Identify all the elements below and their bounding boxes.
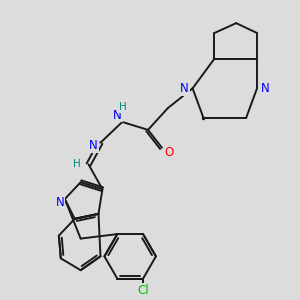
Text: N: N <box>261 82 269 95</box>
Text: O: O <box>164 146 173 159</box>
Text: N: N <box>180 82 189 95</box>
Text: N: N <box>56 196 64 209</box>
Text: N: N <box>89 139 98 152</box>
Text: Cl: Cl <box>137 284 149 297</box>
Text: N: N <box>113 109 122 122</box>
Text: H: H <box>119 102 127 112</box>
Text: H: H <box>73 160 81 170</box>
